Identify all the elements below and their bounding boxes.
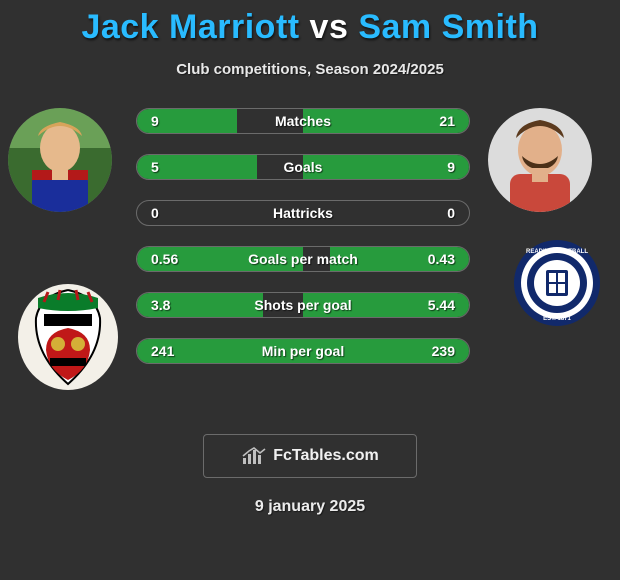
date-text: 9 january 2025 (0, 498, 620, 516)
player1-club-crest (18, 284, 118, 390)
stat-label: Shots per goal (191, 297, 415, 313)
stat-value-left: 0 (137, 205, 191, 221)
stat-value-right: 5.44 (415, 297, 469, 313)
player1-name: Jack Marriott (81, 8, 299, 46)
stat-value-left: 3.8 (137, 297, 191, 313)
stat-row: 9Matches21 (136, 108, 470, 134)
stat-value-right: 0.43 (415, 251, 469, 267)
stat-value-right: 9 (415, 159, 469, 175)
stats-list: 9Matches215Goals90Hattricks00.56Goals pe… (136, 108, 470, 384)
player1-avatar (8, 108, 112, 212)
brand-logo-icon (241, 446, 267, 466)
stat-row: 0.56Goals per match0.43 (136, 246, 470, 272)
stat-value-left: 0.56 (137, 251, 191, 267)
stat-label: Goals per match (191, 251, 415, 267)
player2-club-crest: READING FOOTBALL EST. 1871 (514, 240, 600, 326)
stat-label: Goals (191, 159, 415, 175)
stat-value-left: 5 (137, 159, 191, 175)
stat-value-right: 21 (415, 113, 469, 129)
stat-row: 0Hattricks0 (136, 200, 470, 226)
svg-text:READING FOOTBALL: READING FOOTBALL (526, 249, 588, 255)
club-est: EST. 1871 (543, 316, 571, 322)
stat-value-right: 0 (415, 205, 469, 221)
player2-avatar (488, 108, 592, 212)
brand-text: FcTables.com (273, 447, 379, 465)
stat-label: Hattricks (191, 205, 415, 221)
stat-label: Matches (191, 113, 415, 129)
vs-text: vs (310, 8, 349, 46)
comparison-container: READING FOOTBALL EST. 1871 9Matches215Go… (0, 108, 620, 418)
subtitle: Club competitions, Season 2024/2025 (0, 61, 620, 78)
stat-row: 5Goals9 (136, 154, 470, 180)
stat-row: 241Min per goal239 (136, 338, 470, 364)
player2-name: Sam Smith (358, 8, 538, 46)
stat-value-right: 239 (415, 343, 469, 359)
stat-value-left: 9 (137, 113, 191, 129)
brand-box[interactable]: FcTables.com (203, 434, 417, 478)
stat-value-left: 241 (137, 343, 191, 359)
stat-row: 3.8Shots per goal5.44 (136, 292, 470, 318)
stat-label: Min per goal (191, 343, 415, 359)
page-title: Jack Marriott vs Sam Smith (0, 0, 620, 47)
